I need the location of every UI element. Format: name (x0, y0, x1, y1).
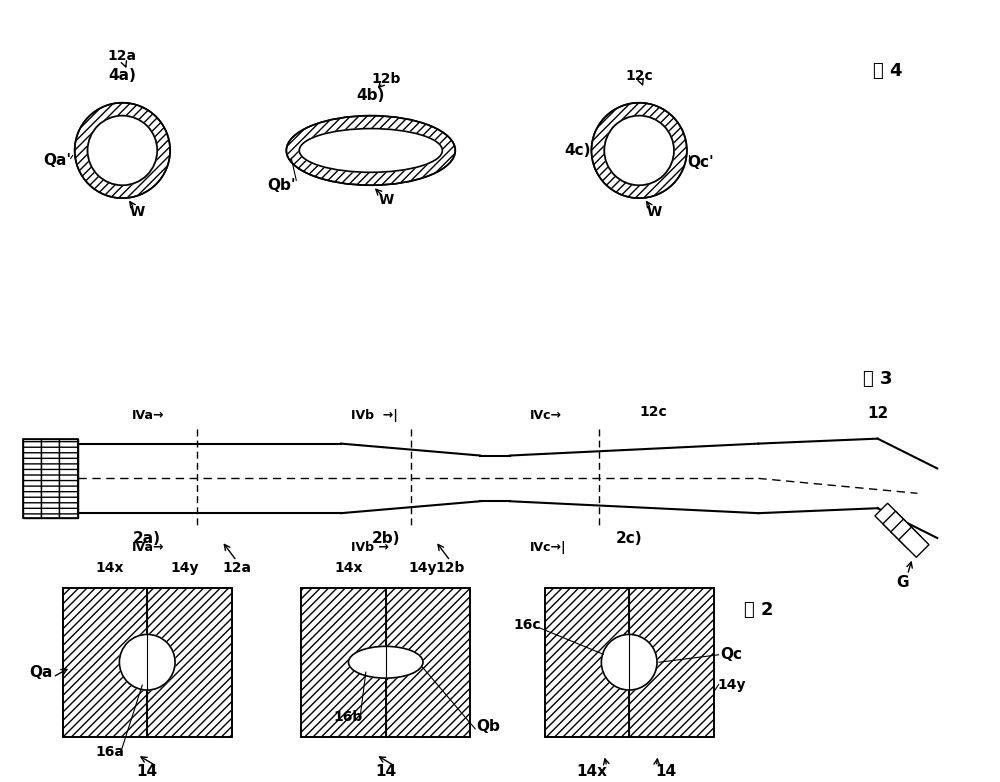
Text: 12a: 12a (108, 49, 137, 63)
Text: 14x: 14x (577, 764, 608, 779)
Bar (545, 588, 714, 737)
Text: 4c): 4c) (564, 143, 591, 158)
Ellipse shape (299, 128, 442, 172)
Text: Qc': Qc' (687, 155, 714, 170)
Text: 14y: 14y (717, 677, 746, 691)
Text: 14x: 14x (334, 561, 363, 575)
Bar (23, 439, 78, 518)
Bar (41, 439, 59, 518)
Text: IVa→: IVa→ (132, 541, 165, 554)
Bar (147, 588, 232, 737)
Bar (386, 588, 470, 737)
Text: 14y: 14y (170, 561, 199, 575)
Bar (899, 527, 929, 558)
Text: 2b): 2b) (371, 530, 400, 546)
Text: 16b: 16b (334, 710, 363, 724)
Bar (59, 439, 78, 518)
Text: 14x: 14x (96, 561, 124, 575)
Bar (63, 588, 147, 737)
Text: 14y: 14y (409, 561, 437, 575)
Text: IVa→: IVa→ (132, 409, 165, 422)
Text: W: W (646, 205, 662, 219)
Text: 図 2: 図 2 (744, 601, 773, 619)
Text: 4b): 4b) (357, 88, 385, 103)
Text: 2c): 2c) (616, 530, 642, 546)
Text: 12b: 12b (436, 561, 465, 575)
Text: Qc: Qc (721, 647, 743, 662)
Bar (875, 504, 905, 533)
Text: 16c: 16c (513, 618, 541, 632)
Text: 14: 14 (137, 764, 158, 779)
Text: 12c: 12c (639, 405, 667, 419)
Text: 16a: 16a (96, 744, 124, 759)
Text: 4a): 4a) (108, 68, 136, 84)
Text: Qb': Qb' (267, 178, 296, 192)
Circle shape (119, 634, 175, 690)
Text: 図 3: 図 3 (863, 370, 892, 388)
Text: 12b: 12b (371, 72, 400, 86)
Text: 図 4: 図 4 (873, 62, 902, 80)
Text: 12a: 12a (222, 561, 251, 575)
Text: Qb: Qb (476, 719, 500, 734)
Text: W: W (378, 193, 393, 207)
Circle shape (591, 102, 687, 198)
Bar (891, 519, 921, 549)
Text: W: W (130, 205, 145, 219)
Text: 14: 14 (656, 764, 677, 779)
Bar (301, 588, 470, 737)
Wedge shape (591, 102, 687, 198)
Circle shape (75, 102, 170, 198)
Wedge shape (75, 102, 170, 198)
Text: Qa: Qa (29, 665, 53, 680)
Text: 12c: 12c (625, 69, 653, 83)
Ellipse shape (348, 647, 423, 678)
Text: 12: 12 (868, 407, 889, 421)
Text: Qa': Qa' (44, 153, 72, 168)
Text: 14: 14 (375, 764, 396, 779)
Bar (23, 439, 41, 518)
Text: IVc→|: IVc→| (530, 541, 566, 554)
Bar (629, 588, 714, 737)
Ellipse shape (286, 116, 455, 185)
Circle shape (604, 116, 674, 185)
Circle shape (88, 116, 157, 185)
Bar (63, 588, 232, 737)
Ellipse shape (286, 116, 455, 185)
Bar (301, 588, 386, 737)
Circle shape (601, 634, 657, 690)
Text: G: G (896, 576, 909, 590)
Text: IVb  →|: IVb →| (351, 409, 398, 422)
Bar (883, 511, 913, 541)
Text: 2a): 2a) (133, 530, 161, 546)
Text: IVc→: IVc→ (530, 409, 562, 422)
Text: IVb →: IVb → (351, 541, 389, 554)
Bar (545, 588, 629, 737)
